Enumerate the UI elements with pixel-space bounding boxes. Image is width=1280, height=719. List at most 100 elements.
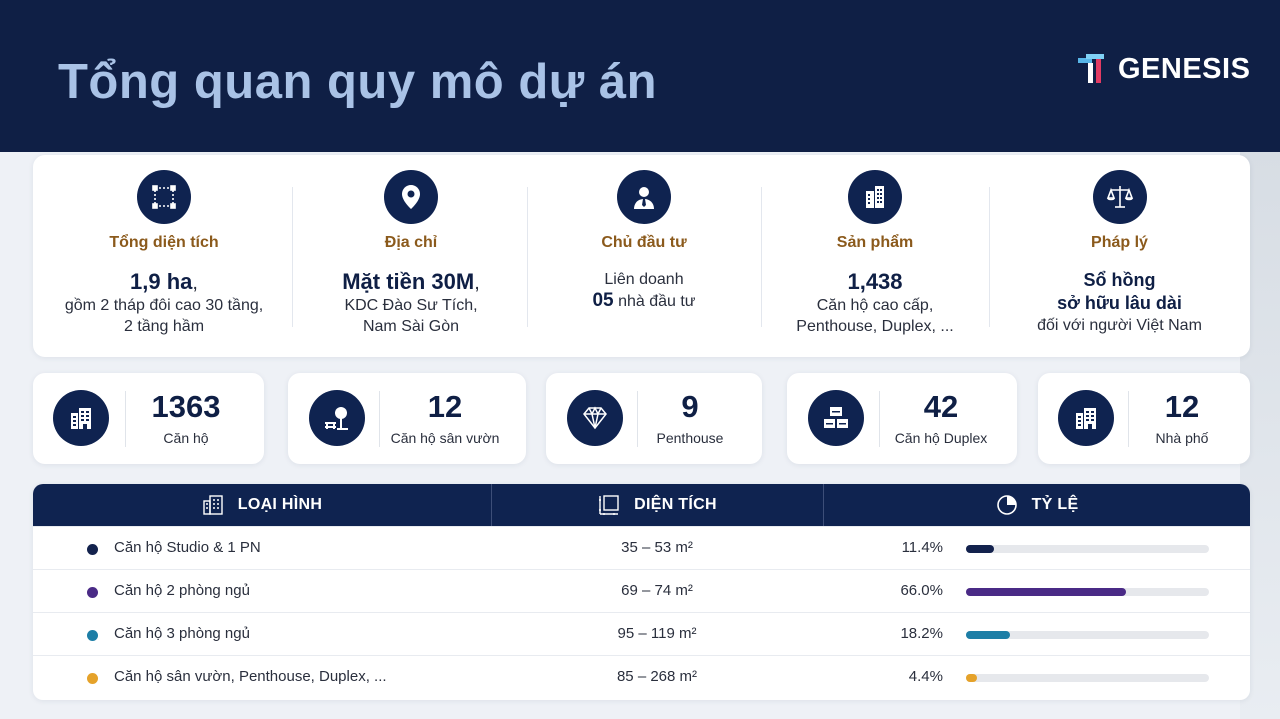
divider (1128, 391, 1129, 447)
overview-products: Sản phẩm 1,438 Căn hộ cao cấp, Penthouse… (761, 155, 989, 357)
ratio-bar-track (966, 588, 1209, 596)
cell-percentage: 66.0% (900, 582, 943, 599)
ratio-bar-track (966, 631, 1209, 639)
overview-label: Chủ đầu tư (601, 234, 687, 251)
duplex-stack-icon (808, 390, 864, 446)
divider (527, 187, 528, 327)
overview-investor: Chủ đầu tư Liên doanh 05 nhà đầu tư (527, 155, 761, 357)
garden-tree-icon (309, 390, 365, 446)
cell-percentage: 4.4% (908, 668, 943, 685)
cell-area: 85 – 268 m² (616, 668, 698, 685)
stat-value: 12 (427, 389, 463, 424)
table-row: Căn hộ 3 phòng ngủ 95 – 119 m² 18.2% (33, 612, 1250, 655)
cell-area: 69 – 74 m² (621, 582, 693, 599)
cell-area: 95 – 119 m² (617, 625, 697, 642)
overview-detail: Liên doanh (604, 271, 684, 288)
stat-value: 1363 (151, 389, 221, 424)
stat-value: 9 (681, 389, 699, 424)
overview-label: Địa chỉ (384, 234, 438, 251)
overview-detail: Penthouse, Duplex, ... (796, 318, 954, 335)
legend-dot-icon (87, 630, 98, 641)
overview-label: Tổng diện tích (109, 234, 219, 251)
unit-type-table: LOẠI HÌNH DIỆN TÍCH TỶ LỆ Căn hộ Studio … (33, 484, 1250, 700)
overview-detail: Căn hộ cao cấp, (816, 297, 934, 314)
column-header-type: LOẠI HÌNH (33, 484, 491, 526)
divider (637, 391, 638, 447)
ratio-bar-track (966, 674, 1209, 682)
location-pin-icon (384, 170, 438, 224)
stat-card-penthouse: 9 Penthouse (546, 373, 762, 464)
overview-label: Pháp lý (1091, 234, 1148, 251)
divider (379, 391, 380, 447)
divider (491, 484, 492, 526)
ratio-bar-fill (966, 631, 1011, 639)
ratio-bar-fill (966, 588, 1127, 596)
divider (879, 391, 880, 447)
overview-value: sở hữu lâu dài (1057, 293, 1182, 313)
overview-detail: 2 tầng hầm (123, 318, 205, 335)
overview-detail: nhà đầu tư (613, 293, 696, 310)
stat-label: Căn hộ Duplex (894, 430, 988, 446)
diamond-icon (567, 390, 623, 446)
legend-dot-icon (87, 673, 98, 684)
cell-type: Căn hộ Studio & 1 PN (114, 539, 261, 556)
overview-address: Địa chỉ Mặt tiền 30M, KDC Đào Sư Tích, N… (295, 155, 527, 357)
cell-type: Căn hộ 3 phòng ngủ (114, 625, 250, 642)
investor-person-icon (617, 170, 671, 224)
cell-type: Căn hộ sân vườn, Penthouse, Duplex, ... (114, 668, 387, 685)
area-frame-icon (137, 170, 191, 224)
page-title: Tổng quan quy mô dự án (58, 55, 658, 109)
cell-percentage: 11.4% (901, 539, 943, 556)
stat-value: 12 (1164, 389, 1200, 424)
legend-dot-icon (87, 587, 98, 598)
stat-card-apartments: 1363 Căn hộ (33, 373, 264, 464)
ratio-bar-fill (966, 674, 977, 682)
overview-card: Tổng diện tích 1,9 ha, gồm 2 tháp đôi ca… (33, 155, 1250, 357)
table-row: Căn hộ sân vườn, Penthouse, Duplex, ... 8… (33, 655, 1250, 698)
stat-label: Nhà phố (1155, 430, 1209, 446)
overview-value: 1,438 (847, 269, 903, 294)
ratio-bar-fill (966, 545, 994, 553)
stat-value: 42 (923, 389, 959, 424)
area-frame-icon (599, 495, 619, 515)
logo-text: GENESIS (1118, 52, 1251, 85)
divider (761, 187, 762, 327)
genesis-logo: GENESIS (1076, 50, 1250, 88)
overview-total-area: Tổng diện tích 1,9 ha, gồm 2 tháp đôi ca… (33, 155, 295, 357)
overview-legal: Pháp lý Sổ hồng sở hữu lâu dài đối với n… (989, 155, 1250, 357)
apartment-building-icon (53, 390, 109, 446)
scales-icon (1092, 170, 1147, 224)
stat-card-duplex: 42 Căn hộ Duplex (787, 373, 1017, 464)
overview-detail: gồm 2 tháp đôi cao 30 tầng, (64, 297, 264, 314)
header-banner: Tổng quan quy mô dự án GENESIS (0, 0, 1280, 152)
divider (989, 187, 990, 327)
overview-detail: Nam Sài Gòn (362, 318, 460, 335)
stat-label: Penthouse (656, 430, 724, 446)
divider (292, 187, 293, 327)
column-header-ratio: TỶ LỆ (824, 484, 1250, 526)
ratio-bar-track (966, 545, 1209, 553)
overview-value: Mặt tiền 30M (342, 269, 475, 294)
stat-card-townhouse: 12 Nhà phố (1038, 373, 1250, 464)
stat-label: Căn hộ sân vườn (390, 430, 500, 446)
overview-value: Sổ hồng (1083, 270, 1156, 290)
overview-value: 05 (592, 290, 614, 311)
overview-detail: KDC Đào Sư Tích, (344, 297, 478, 314)
table-row: Căn hộ 2 phòng ngủ 69 – 74 m² 66.0% (33, 569, 1250, 612)
divider (823, 484, 824, 526)
overview-value: 1,9 ha (130, 269, 193, 294)
divider (125, 391, 126, 447)
legend-dot-icon (87, 544, 98, 555)
pie-chart-icon (996, 495, 1017, 515)
stat-card-garden: 12 Căn hộ sân vườn (288, 373, 526, 464)
cell-area: 35 – 53 m² (621, 539, 693, 556)
building-icon (848, 170, 902, 224)
table-row: Căn hộ Studio & 1 PN 35 – 53 m² 11.4% (33, 526, 1250, 569)
building-icon (203, 495, 223, 515)
table-header: LOẠI HÌNH DIỆN TÍCH TỶ LỆ (33, 484, 1250, 526)
stat-label: Căn hộ (163, 430, 209, 446)
column-header-area: DIỆN TÍCH (492, 484, 823, 526)
townhouse-icon (1058, 390, 1114, 446)
overview-detail: đối với người Việt Nam (1037, 317, 1202, 334)
genesis-logo-mark-icon (1078, 54, 1104, 83)
